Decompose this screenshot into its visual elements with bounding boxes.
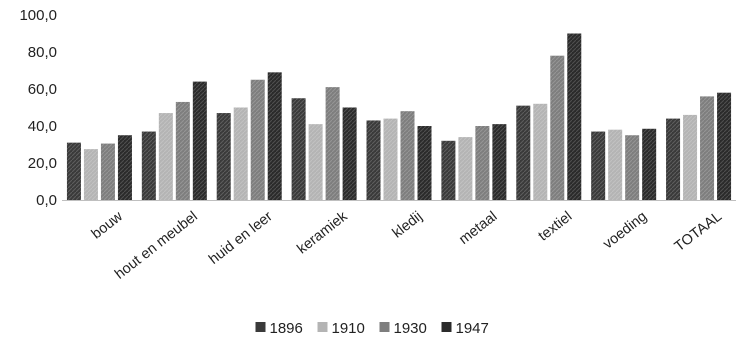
y-tick-label: 80,0 (28, 44, 57, 61)
y-tick-label: 20,0 (28, 155, 57, 172)
bar-texture (233, 107, 248, 200)
bar-texture (366, 120, 381, 200)
y-tick-label: 0,0 (36, 192, 57, 209)
bar-texture (250, 79, 265, 200)
bar-texture (700, 96, 715, 200)
legend-swatch-1896 (255, 322, 266, 332)
bar-texture (83, 149, 98, 200)
bar-texture (342, 107, 357, 200)
x-category-label: bouw (89, 208, 127, 242)
bar-texture (550, 55, 565, 201)
x-category-label: huid en leer (206, 208, 276, 267)
x-category-label: keramiek (294, 208, 351, 257)
x-category-label: voeding (600, 209, 650, 253)
bar-texture (717, 92, 732, 200)
bar-texture (683, 114, 698, 200)
bar-texture (117, 135, 132, 200)
bar-texture (533, 103, 548, 200)
bar-texture (516, 105, 531, 200)
legend-swatch-1910 (317, 322, 328, 332)
bar-texture (158, 113, 173, 200)
legend: 1896 1910 1930 1947 (255, 320, 489, 337)
bar-texture (192, 81, 207, 200)
x-category-label: TOTAAL (672, 209, 725, 256)
bar-texture (400, 111, 415, 200)
bar-texture (567, 33, 582, 200)
legend-label-1910: 1910 (332, 320, 365, 337)
legend-label-1896: 1896 (270, 320, 303, 337)
y-tick-label: 60,0 (28, 81, 57, 98)
legend-label-1930: 1930 (394, 320, 427, 337)
bar-texture (642, 128, 657, 200)
x-category-label: kledij (390, 209, 426, 242)
bar-texture (308, 124, 323, 200)
bar-texture (175, 101, 190, 200)
bar-texture (325, 87, 340, 200)
bar-texture (216, 113, 231, 200)
bar-texture (591, 131, 606, 200)
bar-texture (267, 72, 282, 200)
x-category-label: textiel (536, 209, 576, 245)
legend-swatch-1930 (379, 322, 390, 332)
x-category-label: hout en meubel (112, 209, 201, 283)
y-axis-tick-labels: 0,0 20,0 40,0 60,0 80,0 100,0 (19, 7, 57, 209)
bar-texture (441, 140, 456, 200)
bars (66, 33, 732, 201)
bar-texture (458, 137, 473, 200)
bar-texture (417, 126, 432, 200)
y-tick-label: 40,0 (28, 118, 57, 135)
bar-texture (492, 124, 507, 200)
y-tick-label: 100,0 (19, 7, 57, 24)
legend-swatch-1947 (441, 322, 452, 332)
bar-texture (141, 131, 156, 200)
x-category-label: metaal (456, 209, 500, 248)
legend-label-1947: 1947 (456, 320, 489, 337)
bar-texture (66, 142, 81, 200)
bar-texture (608, 129, 623, 200)
bar-texture (475, 126, 490, 200)
bar-texture (100, 143, 115, 200)
bar-texture (383, 118, 398, 200)
bar-texture (291, 98, 306, 200)
bar-texture (625, 135, 640, 200)
bar-texture (666, 118, 681, 200)
